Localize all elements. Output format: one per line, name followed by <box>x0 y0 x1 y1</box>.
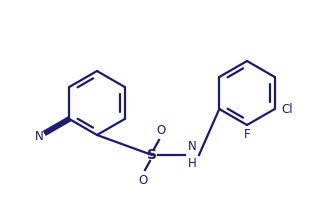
Text: H: H <box>188 157 196 170</box>
Text: N: N <box>188 140 196 153</box>
Text: O: O <box>156 123 166 137</box>
Text: S: S <box>147 148 157 162</box>
Text: O: O <box>138 173 148 187</box>
Text: N: N <box>35 130 43 143</box>
Text: Cl: Cl <box>281 103 292 115</box>
Text: F: F <box>244 128 250 142</box>
